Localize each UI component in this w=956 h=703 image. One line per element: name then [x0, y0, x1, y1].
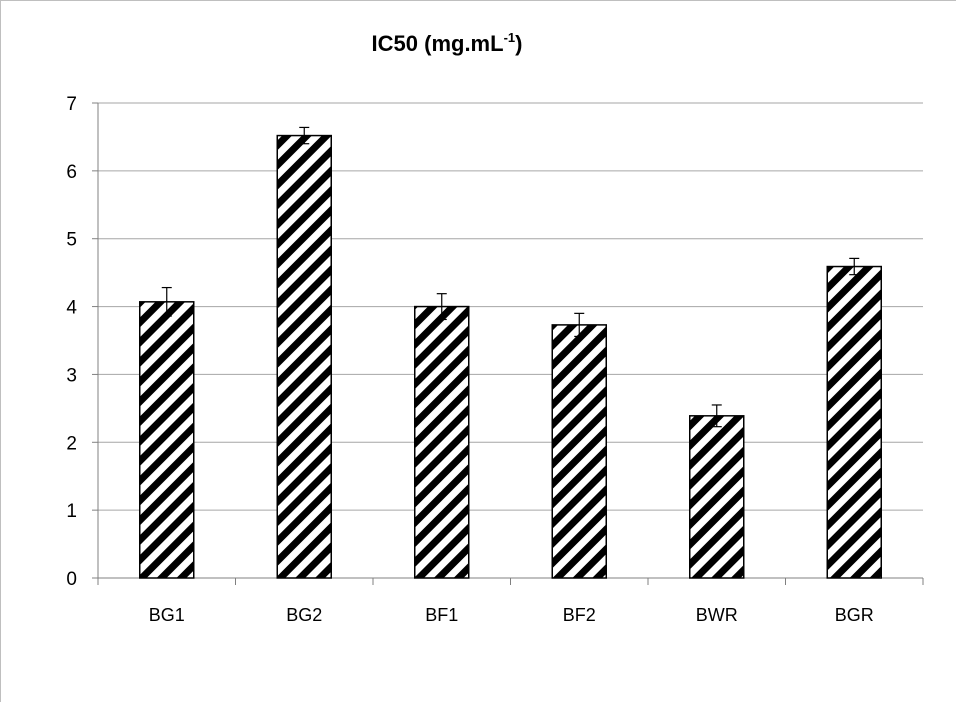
bar-bg1: [139, 301, 195, 579]
bar-bwr: [689, 415, 745, 579]
x-category-label: BF2: [563, 605, 596, 625]
x-category-label: BGR: [835, 605, 874, 625]
bar-bf1: [414, 305, 470, 579]
bar-bgr: [826, 265, 882, 579]
bar-bf2: [551, 324, 607, 579]
bar-bg2: [276, 134, 332, 579]
x-category-label: BG1: [149, 605, 185, 625]
y-tick-label: 5: [66, 230, 77, 251]
y-tick-labels: 0 1 2 3 4 5 6 7: [66, 94, 77, 590]
gridlines: [98, 102, 923, 511]
y-tick-label: 7: [66, 94, 77, 115]
chart-title: IC50 (mg.mL-1): [372, 30, 523, 56]
y-tick-label: 6: [66, 162, 77, 183]
x-category-labels: BG1 BG2 BF1 BF2 BWR BGR: [149, 605, 874, 625]
y-tick-label: 0: [66, 569, 77, 590]
bars: [139, 134, 882, 579]
error-bars: [161, 126, 860, 428]
x-category-label: BWR: [696, 605, 738, 625]
axes: [92, 102, 924, 585]
y-tick-label: 1: [66, 501, 77, 522]
y-tick-label: 2: [66, 433, 77, 454]
y-tick-label: 4: [66, 298, 77, 319]
y-tick-label: 3: [66, 365, 77, 386]
x-category-label: BF1: [425, 605, 458, 625]
x-category-label: BG2: [286, 605, 322, 625]
